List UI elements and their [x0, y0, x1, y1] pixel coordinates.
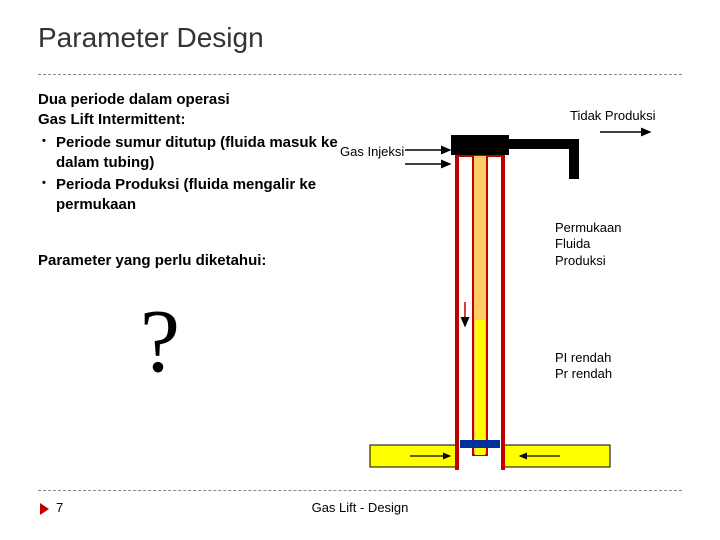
question-mark: ? — [140, 290, 180, 393]
divider-top — [38, 74, 682, 75]
label-permukaan: PermukaanFluidaProduksi — [555, 220, 621, 269]
bullet-1: Periode sumur ditutup (fluida masuk ke d… — [38, 133, 338, 174]
bullet-2: Perioda Produksi (fluida mengalir ke per… — [38, 175, 338, 216]
intro-line-2: Gas Lift Intermittent: — [38, 110, 338, 130]
label-gas-injeksi: Gas Injeksi — [340, 144, 404, 160]
label-pi-pr: PI rendah Pr rendah — [555, 350, 612, 383]
divider-bottom — [38, 490, 682, 491]
intro-line-1: Dua periode dalam operasi — [38, 90, 338, 110]
well-diagram: Gas Injeksi Tidak Produksi PermukaanFlui… — [350, 90, 700, 470]
footer-text: Gas Lift - Design — [0, 500, 720, 515]
slide-title: Parameter Design — [38, 22, 264, 54]
body-text: Dua periode dalam operasi Gas Lift Inter… — [38, 90, 338, 218]
parameter-line: Parameter yang perlu diketahui: — [38, 252, 266, 269]
label-tidak-produksi: Tidak Produksi — [570, 108, 656, 124]
